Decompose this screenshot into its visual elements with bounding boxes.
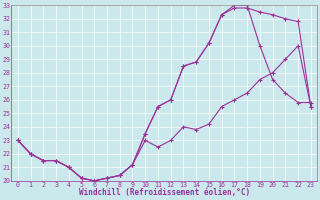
X-axis label: Windchill (Refroidissement éolien,°C): Windchill (Refroidissement éolien,°C) — [79, 188, 250, 197]
